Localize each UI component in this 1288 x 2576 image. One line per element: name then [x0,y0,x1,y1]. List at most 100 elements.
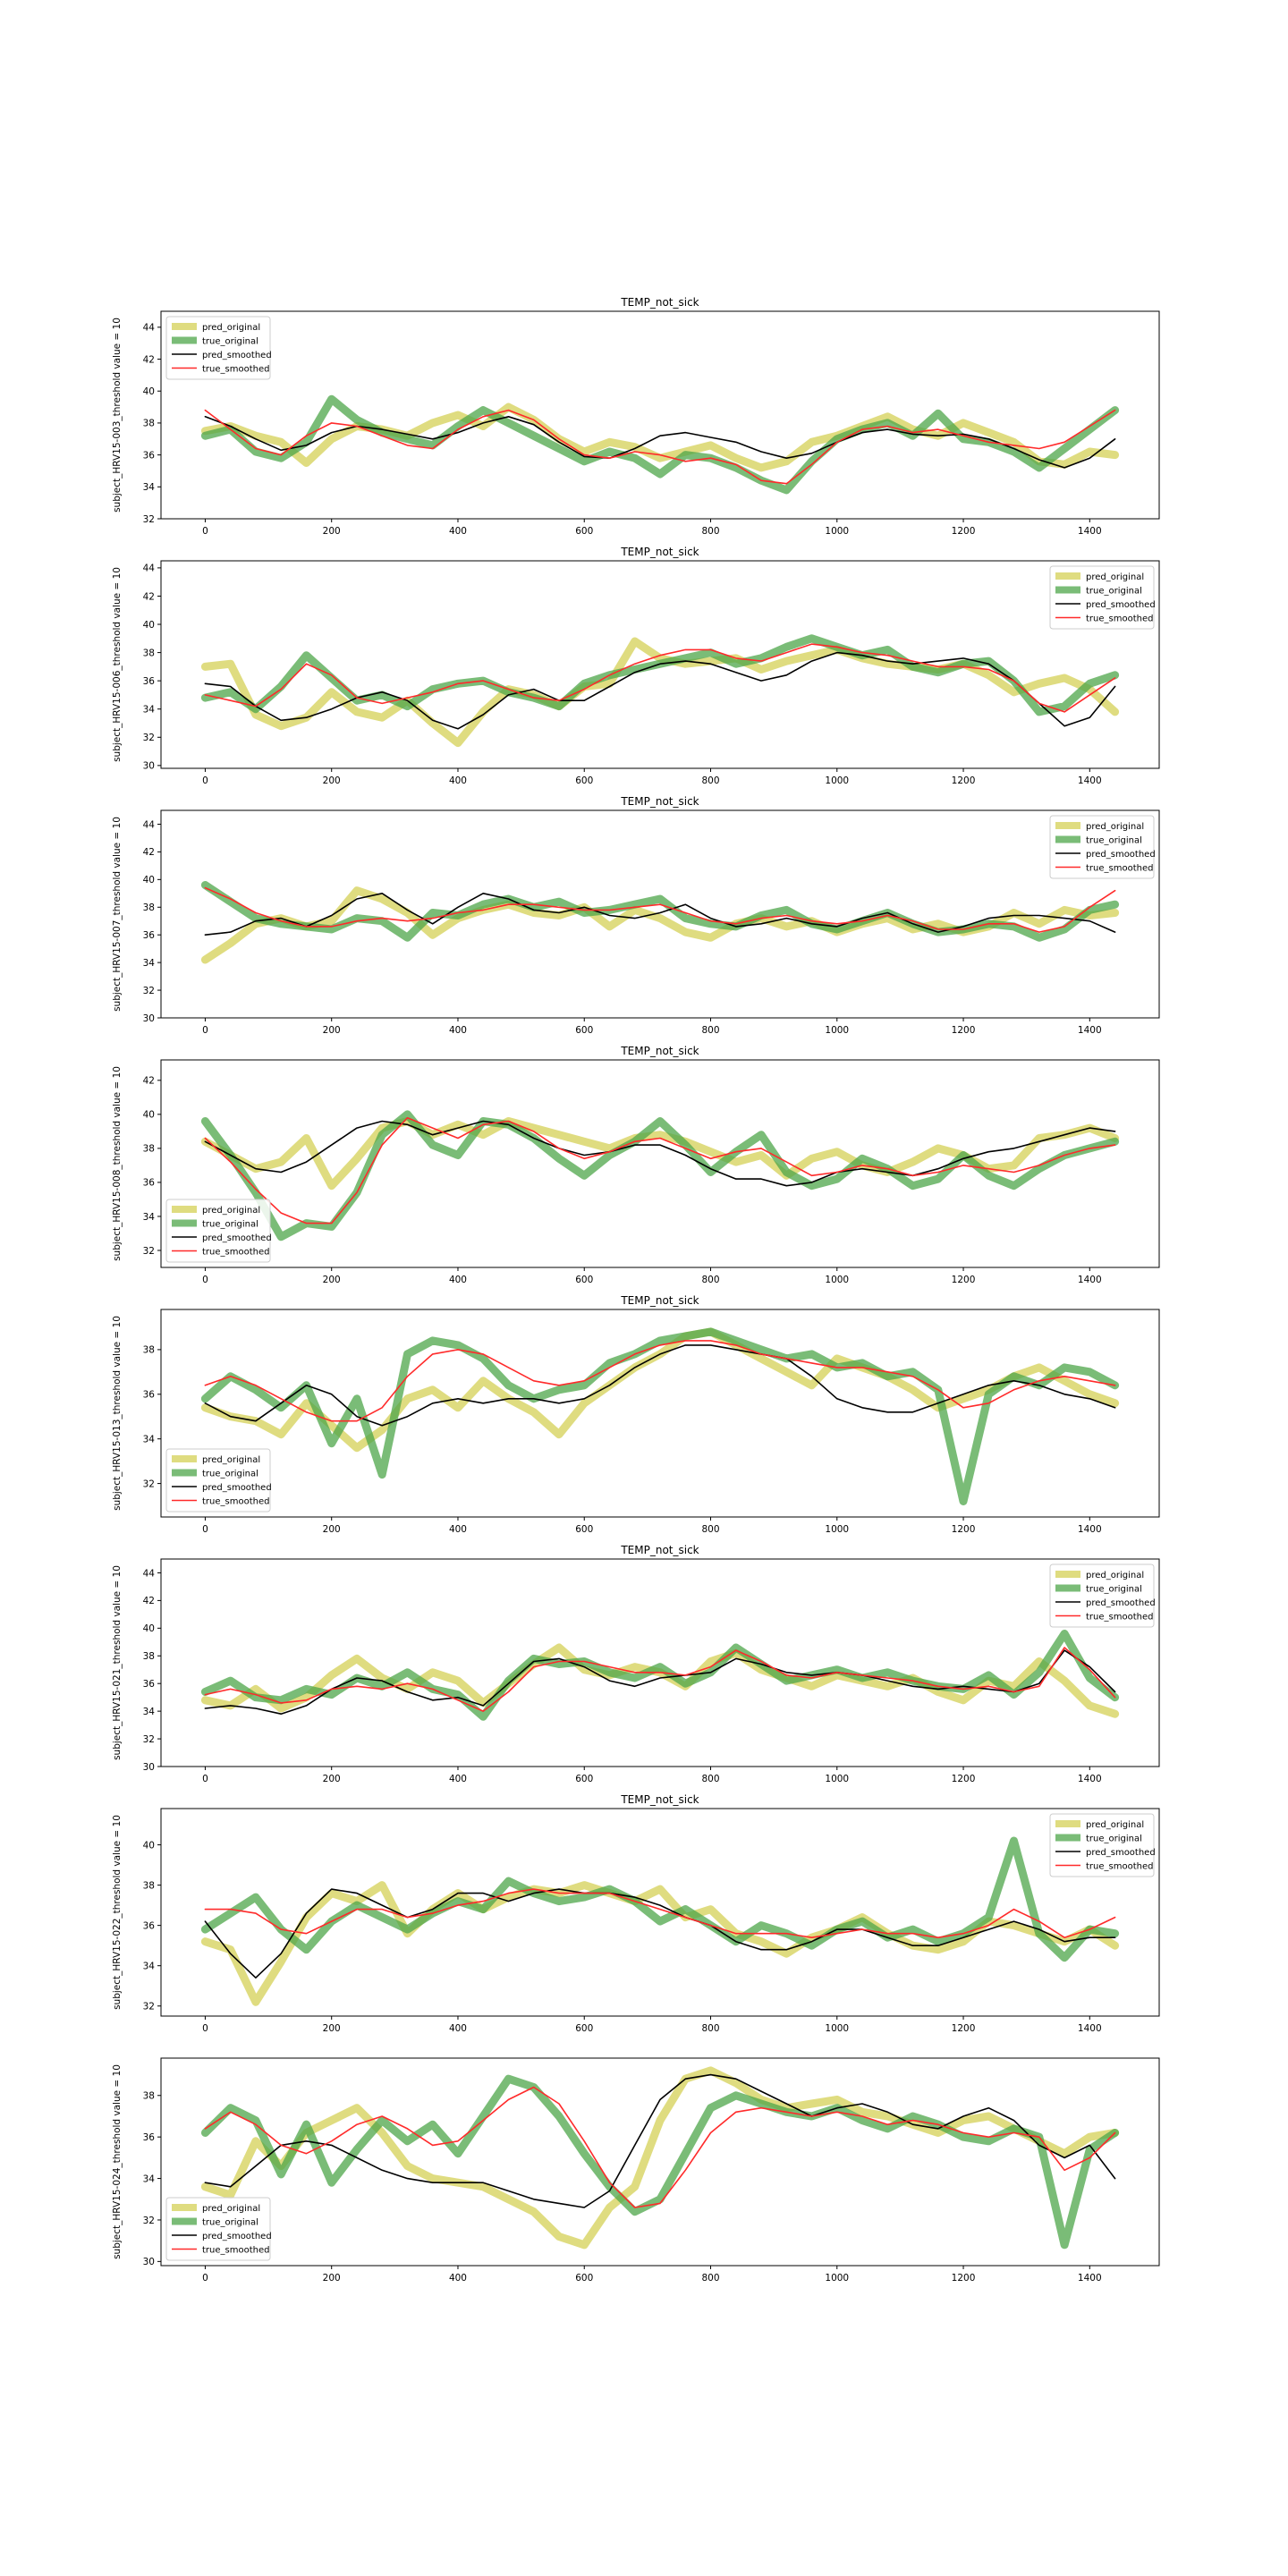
x-tick-label: 400 [449,775,467,786]
series-line-true-smoothed [204,1340,1116,1422]
x-tick-label: 1000 [825,1774,849,1784]
y-axis-label: subject_HRV15-024_threshold value = 10 [112,2064,123,2259]
y-tick-label: 36 [143,1679,156,1690]
chart-panel-8: subject_HRV15-024_threshold value = 10 0 2… [112,2057,1160,2284]
x-tick-label: 200 [323,1025,341,1036]
series-line-pred-smoothed [204,1649,1116,1715]
y-axis-label: subject_HRV15-013_threshold value = 10 [112,1316,123,1511]
legend-label: true_original [1086,586,1142,596]
x-tick-label: 1000 [825,775,849,786]
legend: pred_original true_original pred_smoothedt… [1049,1563,1156,1628]
legend: pred_original true_original pred_smoothedt… [1049,565,1156,630]
x-tick-label: 1400 [1078,526,1102,537]
plot-frame [160,2057,1160,2267]
x-tick-label: 800 [701,775,719,786]
y-tick-label: 36 [143,1390,156,1401]
x-tick-label: 1400 [1078,1025,1102,1036]
chart-title: TEMP_not_sick [620,296,699,309]
y-tick-label: 34 [143,1961,156,1971]
legend-label: true_smoothed [202,2245,269,2255]
series-line-pred-smoothed [204,892,1116,936]
y-tick-label: 44 [143,1568,156,1579]
x-tick-label: 800 [701,2023,719,2034]
y-tick-label: 30 [143,1013,155,1024]
series-group [200,1327,1120,1505]
legend-box [1049,1813,1155,1877]
series-line-pred-smoothed [204,1888,1116,1979]
y-tick-label: 40 [143,386,155,397]
x-tick-label: 1200 [952,775,976,786]
y-tick-label: 34 [143,482,156,493]
chart-title: TEMP_not_sick [620,1294,699,1307]
series-line-pred-smoothed [204,1120,1116,1187]
y-tick-label: 32 [143,733,155,743]
plot-frame [160,1558,1160,1767]
legend-label: true_smoothed [202,1247,269,1257]
legend-label: pred_original [1086,572,1144,582]
series-group [200,634,1120,748]
legend-label: true_original [202,2217,258,2227]
legend: pred_original true_original pred_smoothedt… [165,1448,272,1513]
x-tick-label: 800 [701,2273,719,2284]
y-tick-label: 32 [143,986,155,996]
y-tick-label: 40 [143,1110,155,1121]
x-tick-label: 600 [575,775,593,786]
x-tick-label: 1200 [952,526,976,537]
series-line-true-smoothed [204,643,1116,713]
x-tick-label: 400 [449,526,467,537]
x-tick-label: 800 [701,1524,719,1535]
x-tick-label: 0 [202,1774,208,1784]
series-line-true-original [200,1327,1120,1505]
legend-label: true_original [1086,835,1142,845]
legend-label: true_original [1086,1834,1142,1843]
x-tick-label: 1000 [825,526,849,537]
x-tick-label: 1000 [825,1524,849,1535]
x-tick-label: 1000 [825,2023,849,2034]
legend-label: true_original [202,1219,258,1229]
series-line-true-original [200,394,1120,495]
series-line-pred-original [200,1117,1120,1191]
x-tick-label: 1200 [952,1774,976,1784]
legend-label: true_smoothed [1086,614,1153,623]
plot-frame [160,809,1160,1019]
legend-label: pred_original [202,323,260,333]
y-tick-label: 34 [143,1707,156,1717]
y-tick-label: 38 [143,648,155,658]
series-line-true-smoothed [204,1116,1116,1224]
chart-panel-4: TEMP_not_sick subject_HRV15-008_threshold… [112,1045,1160,1285]
series-group [200,2066,1120,2250]
y-tick-label: 32 [143,1246,155,1257]
y-tick-label: 38 [143,2091,155,2102]
x-tick-label: 1000 [825,1275,849,1285]
chart-title: TEMP_not_sick [620,1045,699,1057]
legend-label: pred_original [1086,1820,1144,1830]
plot-frame [160,1309,1160,1518]
y-tick-label: 44 [143,323,156,334]
y-tick-label: 30 [143,1762,155,1773]
legend-box [165,1448,271,1513]
y-tick-label: 34 [143,958,156,969]
x-tick-label: 1200 [952,1524,976,1535]
plot-frame [160,310,1160,520]
legend: pred_original true_original pred_smoothedt… [165,316,272,380]
legend-label: pred_smoothed [1086,600,1156,610]
y-tick-label: 34 [143,1434,156,1445]
y-tick-label: 38 [143,1345,155,1356]
chart-panel-3: TEMP_not_sick subject_HRV15-007_threshold… [112,795,1160,1036]
x-tick-label: 0 [202,775,208,786]
legend-label: pred_original [1086,1571,1144,1580]
legend-label: true_original [202,336,258,346]
y-tick-label: 38 [143,902,155,913]
series-group [200,1836,1120,2006]
x-tick-label: 1400 [1078,2023,1102,2034]
series-line-true-smoothed [204,886,1116,933]
x-tick-label: 200 [323,2273,341,2284]
y-tick-label: 32 [143,1734,155,1745]
chart-title: TEMP_not_sick [620,546,699,558]
legend-label: true_smoothed [202,1496,269,1506]
x-tick-label: 600 [575,2023,593,2034]
x-tick-label: 0 [202,2273,208,2284]
series-line-true-smoothed [204,409,1116,485]
x-tick-label: 200 [323,526,341,537]
y-tick-label: 32 [143,2216,155,2226]
